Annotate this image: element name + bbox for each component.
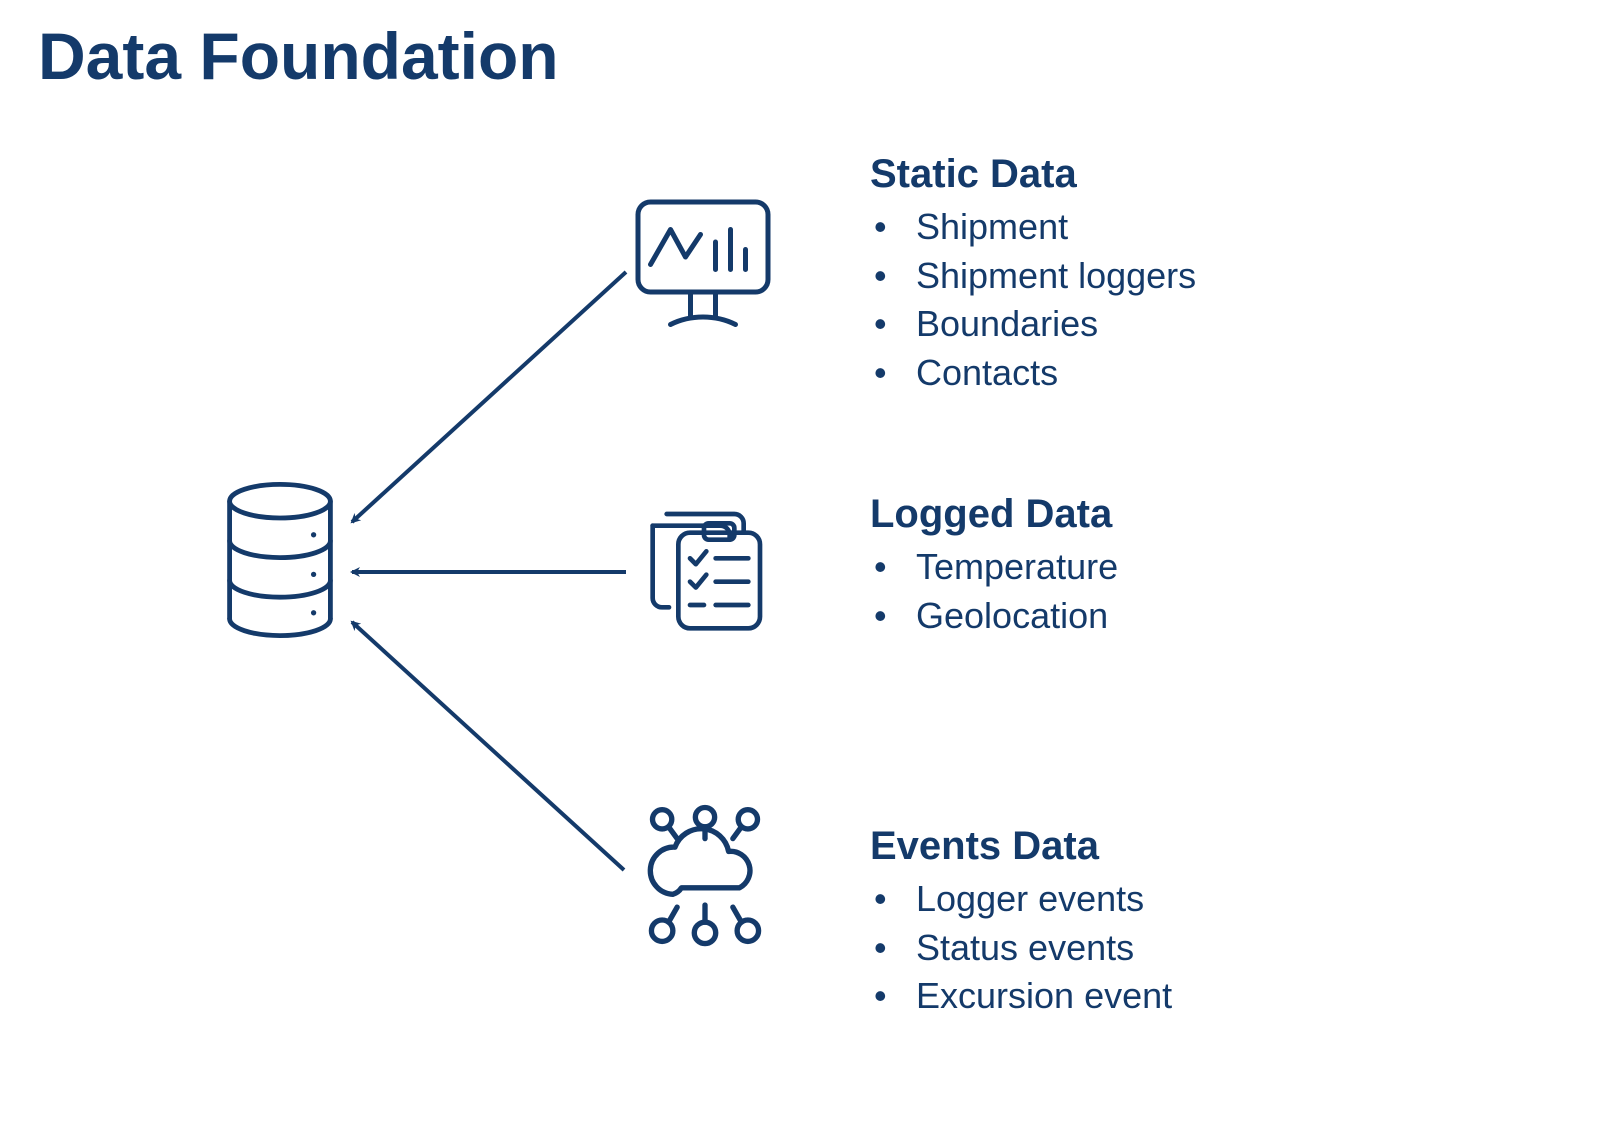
bullet-item: Excursion event xyxy=(870,972,1172,1021)
arrow-0 xyxy=(352,272,626,522)
cloud-nodes-icon xyxy=(630,800,780,950)
section-heading-events: Events Data xyxy=(870,824,1172,869)
section-heading-static: Static Data xyxy=(870,152,1196,197)
bullet-item: Logger events xyxy=(870,875,1172,924)
arrow-2 xyxy=(352,622,624,870)
section-static-data: Static Data ShipmentShipment loggersBoun… xyxy=(870,152,1196,397)
checklist-icon xyxy=(634,500,774,640)
database-icon xyxy=(220,480,340,640)
bullet-item: Shipment xyxy=(870,203,1196,252)
bullet-item: Contacts xyxy=(870,349,1196,398)
monitor-chart-icon xyxy=(628,192,778,342)
section-heading-logged: Logged Data xyxy=(870,492,1118,537)
bullet-item: Geolocation xyxy=(870,592,1118,641)
bullet-list-events: Logger eventsStatus eventsExcursion even… xyxy=(870,875,1172,1021)
bullet-list-logged: TemperatureGeolocation xyxy=(870,543,1118,640)
bullet-list-static: ShipmentShipment loggersBoundariesContac… xyxy=(870,203,1196,397)
bullet-item: Temperature xyxy=(870,543,1118,592)
bullet-item: Shipment loggers xyxy=(870,252,1196,301)
section-events-data: Events Data Logger eventsStatus eventsEx… xyxy=(870,824,1172,1021)
bullet-item: Boundaries xyxy=(870,300,1196,349)
section-logged-data: Logged Data TemperatureGeolocation xyxy=(870,492,1118,640)
bullet-item: Status events xyxy=(870,924,1172,973)
